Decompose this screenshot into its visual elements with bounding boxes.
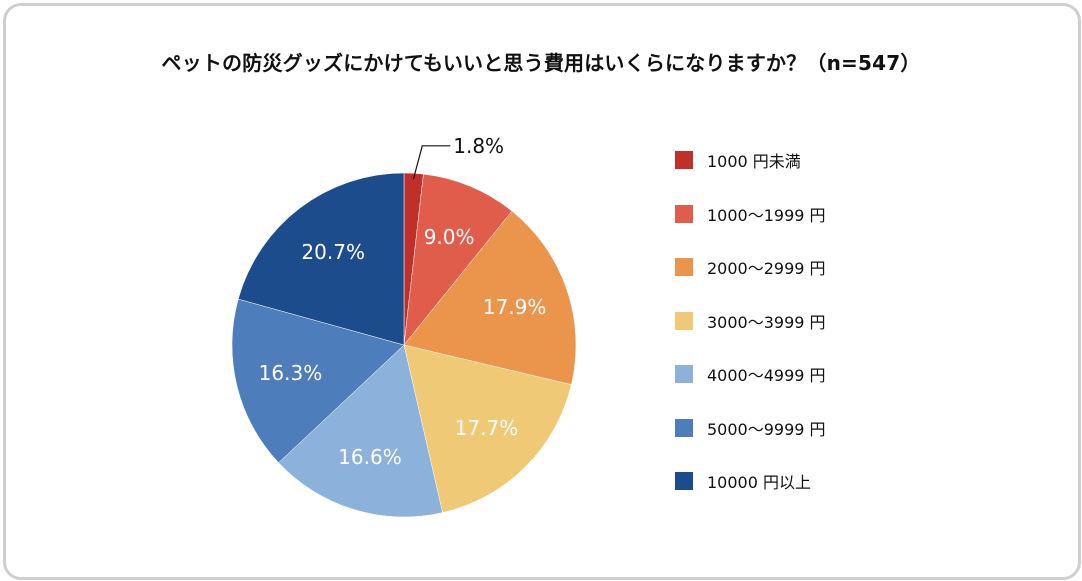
legend-label: 3000〜3999 円 [707, 312, 826, 332]
legend-item: 1000 円未満 [675, 151, 826, 171]
pie-slice-3 [403, 210, 577, 385]
legend-label: 1000〜1999 円 [707, 205, 826, 225]
pie-slice-6 [231, 298, 405, 464]
legend-swatch [675, 365, 693, 383]
legend-label: 5000〜9999 円 [707, 419, 826, 439]
legend-item: 5000〜9999 円 [675, 418, 826, 439]
pie-slice-4 [403, 344, 572, 513]
pie-label-5: 16.6% [338, 445, 402, 469]
legend-item: 3000〜3999 円 [675, 311, 826, 332]
pie-label-2: 9.0% [424, 225, 475, 249]
pie-data-labels: 1.8% 9.0% 17.9% 17.7% 16.6% 16.3% 20.7% [259, 134, 547, 469]
legend-item: 10000 円以上 [675, 472, 826, 492]
legend-label: 2000〜2999 円 [707, 259, 826, 278]
pie-label-3: 17.9% [483, 295, 547, 319]
legend-swatch [675, 472, 693, 490]
legend-swatch [675, 258, 693, 276]
pie-leader-lines [412, 145, 451, 180]
pie-label-4: 17.7% [455, 416, 519, 440]
pie-label-6: 16.3% [259, 361, 323, 385]
legend: 1000 円未満 1000〜1999 円 2000〜2999 円 3000〜3999 … [675, 151, 826, 526]
chart-title: ペットの防災グッズにかけてもいいと思う費用はいくらになりますか？（n=547） [161, 51, 921, 75]
legend-item: 2000〜2999 円 [675, 258, 826, 278]
legend-item: 1000〜1999 円 [675, 204, 826, 225]
pie-slice-5 [278, 344, 443, 518]
legend-label: 10000 円以上 [707, 473, 811, 492]
legend-label: 4000〜4999 円 [707, 366, 826, 385]
legend-swatch [675, 151, 693, 169]
legend-swatch [675, 204, 693, 223]
legend-swatch [675, 418, 693, 437]
pie-label-1: 1.8% [453, 134, 504, 158]
pie-slices [231, 172, 577, 518]
legend-item: 4000〜4999 円 [675, 365, 826, 385]
pie-slice-7 [237, 172, 405, 346]
pie-label-7: 20.7% [301, 240, 365, 264]
pie-leader-line-1 [412, 145, 451, 180]
legend-label: 1000 円未満 [707, 152, 801, 171]
legend-swatch [675, 311, 693, 330]
pie-slice-2 [403, 173, 513, 346]
